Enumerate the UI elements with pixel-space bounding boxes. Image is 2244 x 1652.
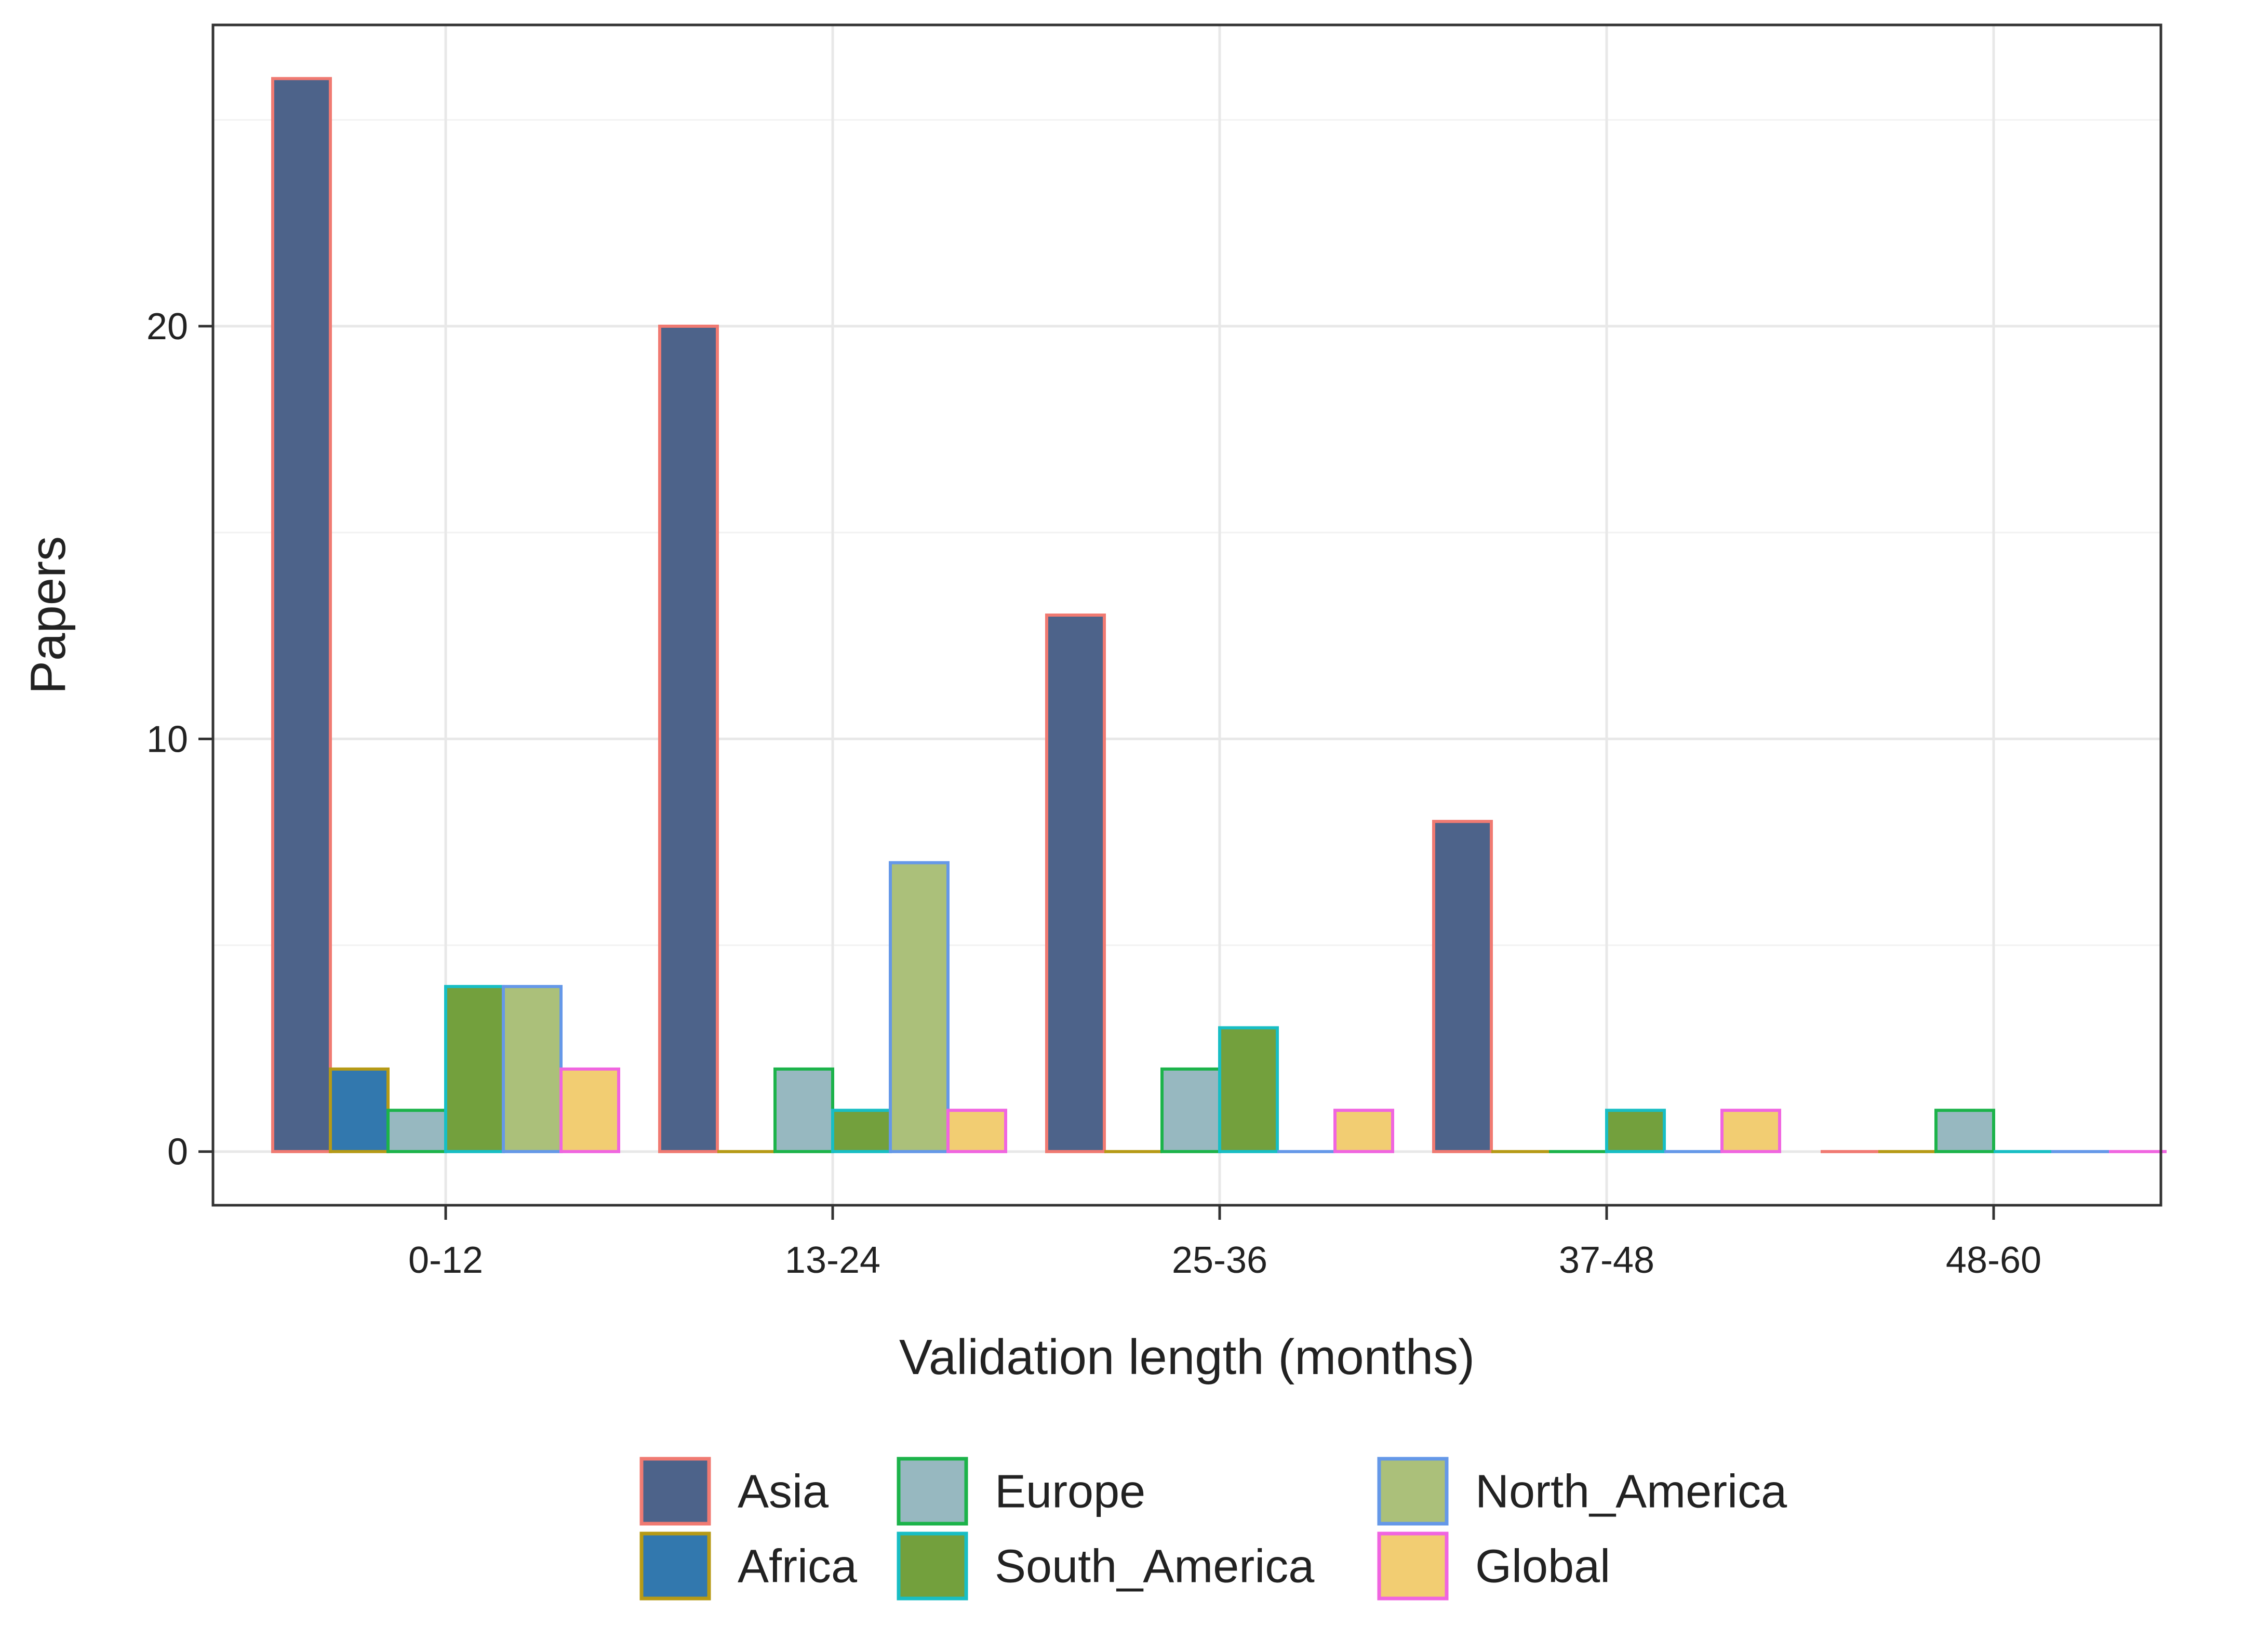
bar-asia-25-36 [1045,614,1106,1153]
legend-key [897,1457,968,1526]
x-tick-label: 25-36 [1172,1240,1267,1281]
legend-key [1377,1531,1449,1601]
legend-item-europe: Europe [897,1457,1145,1526]
bar-europe-13-24 [773,1067,834,1153]
legend-key [639,1531,711,1601]
legend-label: Africa [738,1541,858,1593]
bar-north-america-13-24 [889,861,950,1153]
bar-asia-37-48 [1432,820,1493,1153]
legend-label: Global [1475,1541,1610,1593]
y-tick-label: 20 [146,306,188,348]
legend-label: North_America [1475,1466,1787,1518]
plot-panel-border [211,23,2162,1207]
x-tick-label: 37-48 [1559,1240,1654,1281]
legend-key [1377,1457,1449,1526]
legend-label: Asia [738,1466,829,1518]
bar-global-37-48 [1720,1109,1781,1153]
legend-key [897,1531,968,1601]
bar-global-0-12 [559,1067,620,1153]
legend-key [639,1457,711,1526]
bar-south-america-25-36 [1218,1026,1279,1153]
bar-north-america-0-12 [502,984,563,1153]
legend-label: Europe [995,1466,1145,1518]
bar-south-america-37-48 [1605,1109,1666,1153]
legend-item-global: Global [1377,1531,1610,1601]
y-axis-title: Papers [20,536,76,694]
legend-item-africa: Africa [639,1531,858,1601]
x-tick-label: 13-24 [785,1240,880,1281]
bars [271,77,2167,1153]
legend-item-north-america: North_America [1377,1457,1787,1526]
y-axis: 0 10 20 [146,306,213,1173]
bar-europe-25-36 [1160,1067,1221,1153]
x-tick-label: 48-60 [1946,1240,2041,1281]
x-tick-label: 0-12 [408,1240,483,1281]
y-tick-label: 0 [167,1131,188,1173]
x-axis: 0-12 13-24 25-36 37-48 48-60 [408,1205,2041,1281]
legend-label: South_America [995,1541,1315,1593]
legend-item-asia: Asia [639,1457,829,1526]
bar-south-america-0-12 [444,984,505,1153]
bar-asia-13-24 [658,324,719,1153]
bar-south-america-13-24 [831,1109,892,1153]
bar-asia-0-12 [271,77,332,1153]
bar-africa-0-12 [329,1067,390,1153]
bar-global-13-24 [946,1109,1007,1153]
y-tick-label: 10 [146,718,188,760]
bar-europe-0-12 [386,1109,447,1153]
legend-item-south-america: South_America [897,1531,1315,1601]
bar-europe-48-60 [1934,1109,1995,1153]
x-axis-title: Validation length (months) [899,1329,1475,1385]
legend: Asia Africa Europe South_America North_Ameri… [639,1457,1787,1601]
bar-global-25-36 [1333,1109,1394,1153]
